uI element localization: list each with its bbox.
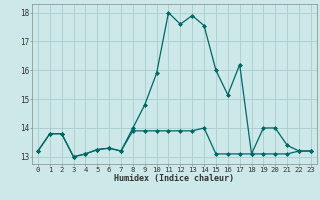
X-axis label: Humidex (Indice chaleur): Humidex (Indice chaleur)	[115, 174, 234, 183]
